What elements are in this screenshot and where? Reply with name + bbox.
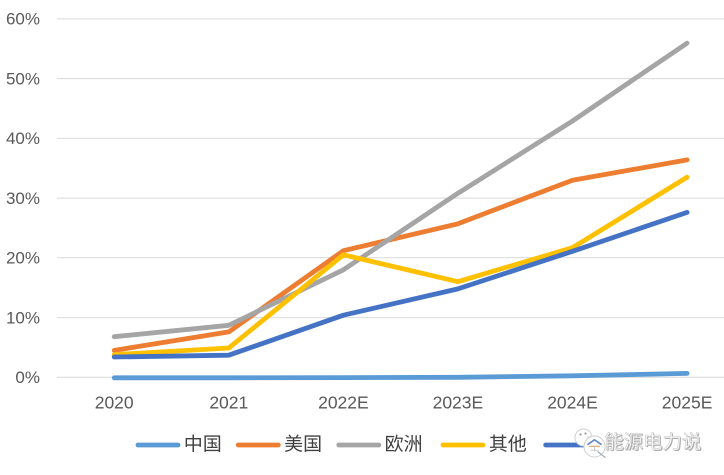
svg-text:2020: 2020 <box>95 393 134 413</box>
svg-text:2023E: 2023E <box>433 393 484 413</box>
svg-text:2021: 2021 <box>209 393 248 413</box>
svg-text:10%: 10% <box>6 308 40 327</box>
svg-text:0%: 0% <box>15 368 40 387</box>
svg-text:2025E: 2025E <box>662 393 713 413</box>
svg-text:50%: 50% <box>6 69 40 88</box>
svg-text:40%: 40% <box>6 129 40 148</box>
svg-text:20%: 20% <box>6 249 40 268</box>
svg-text:2024E: 2024E <box>547 393 598 413</box>
svg-text:60%: 60% <box>6 10 40 29</box>
svg-text:2022E: 2022E <box>318 393 369 413</box>
svg-text:30%: 30% <box>6 189 40 208</box>
